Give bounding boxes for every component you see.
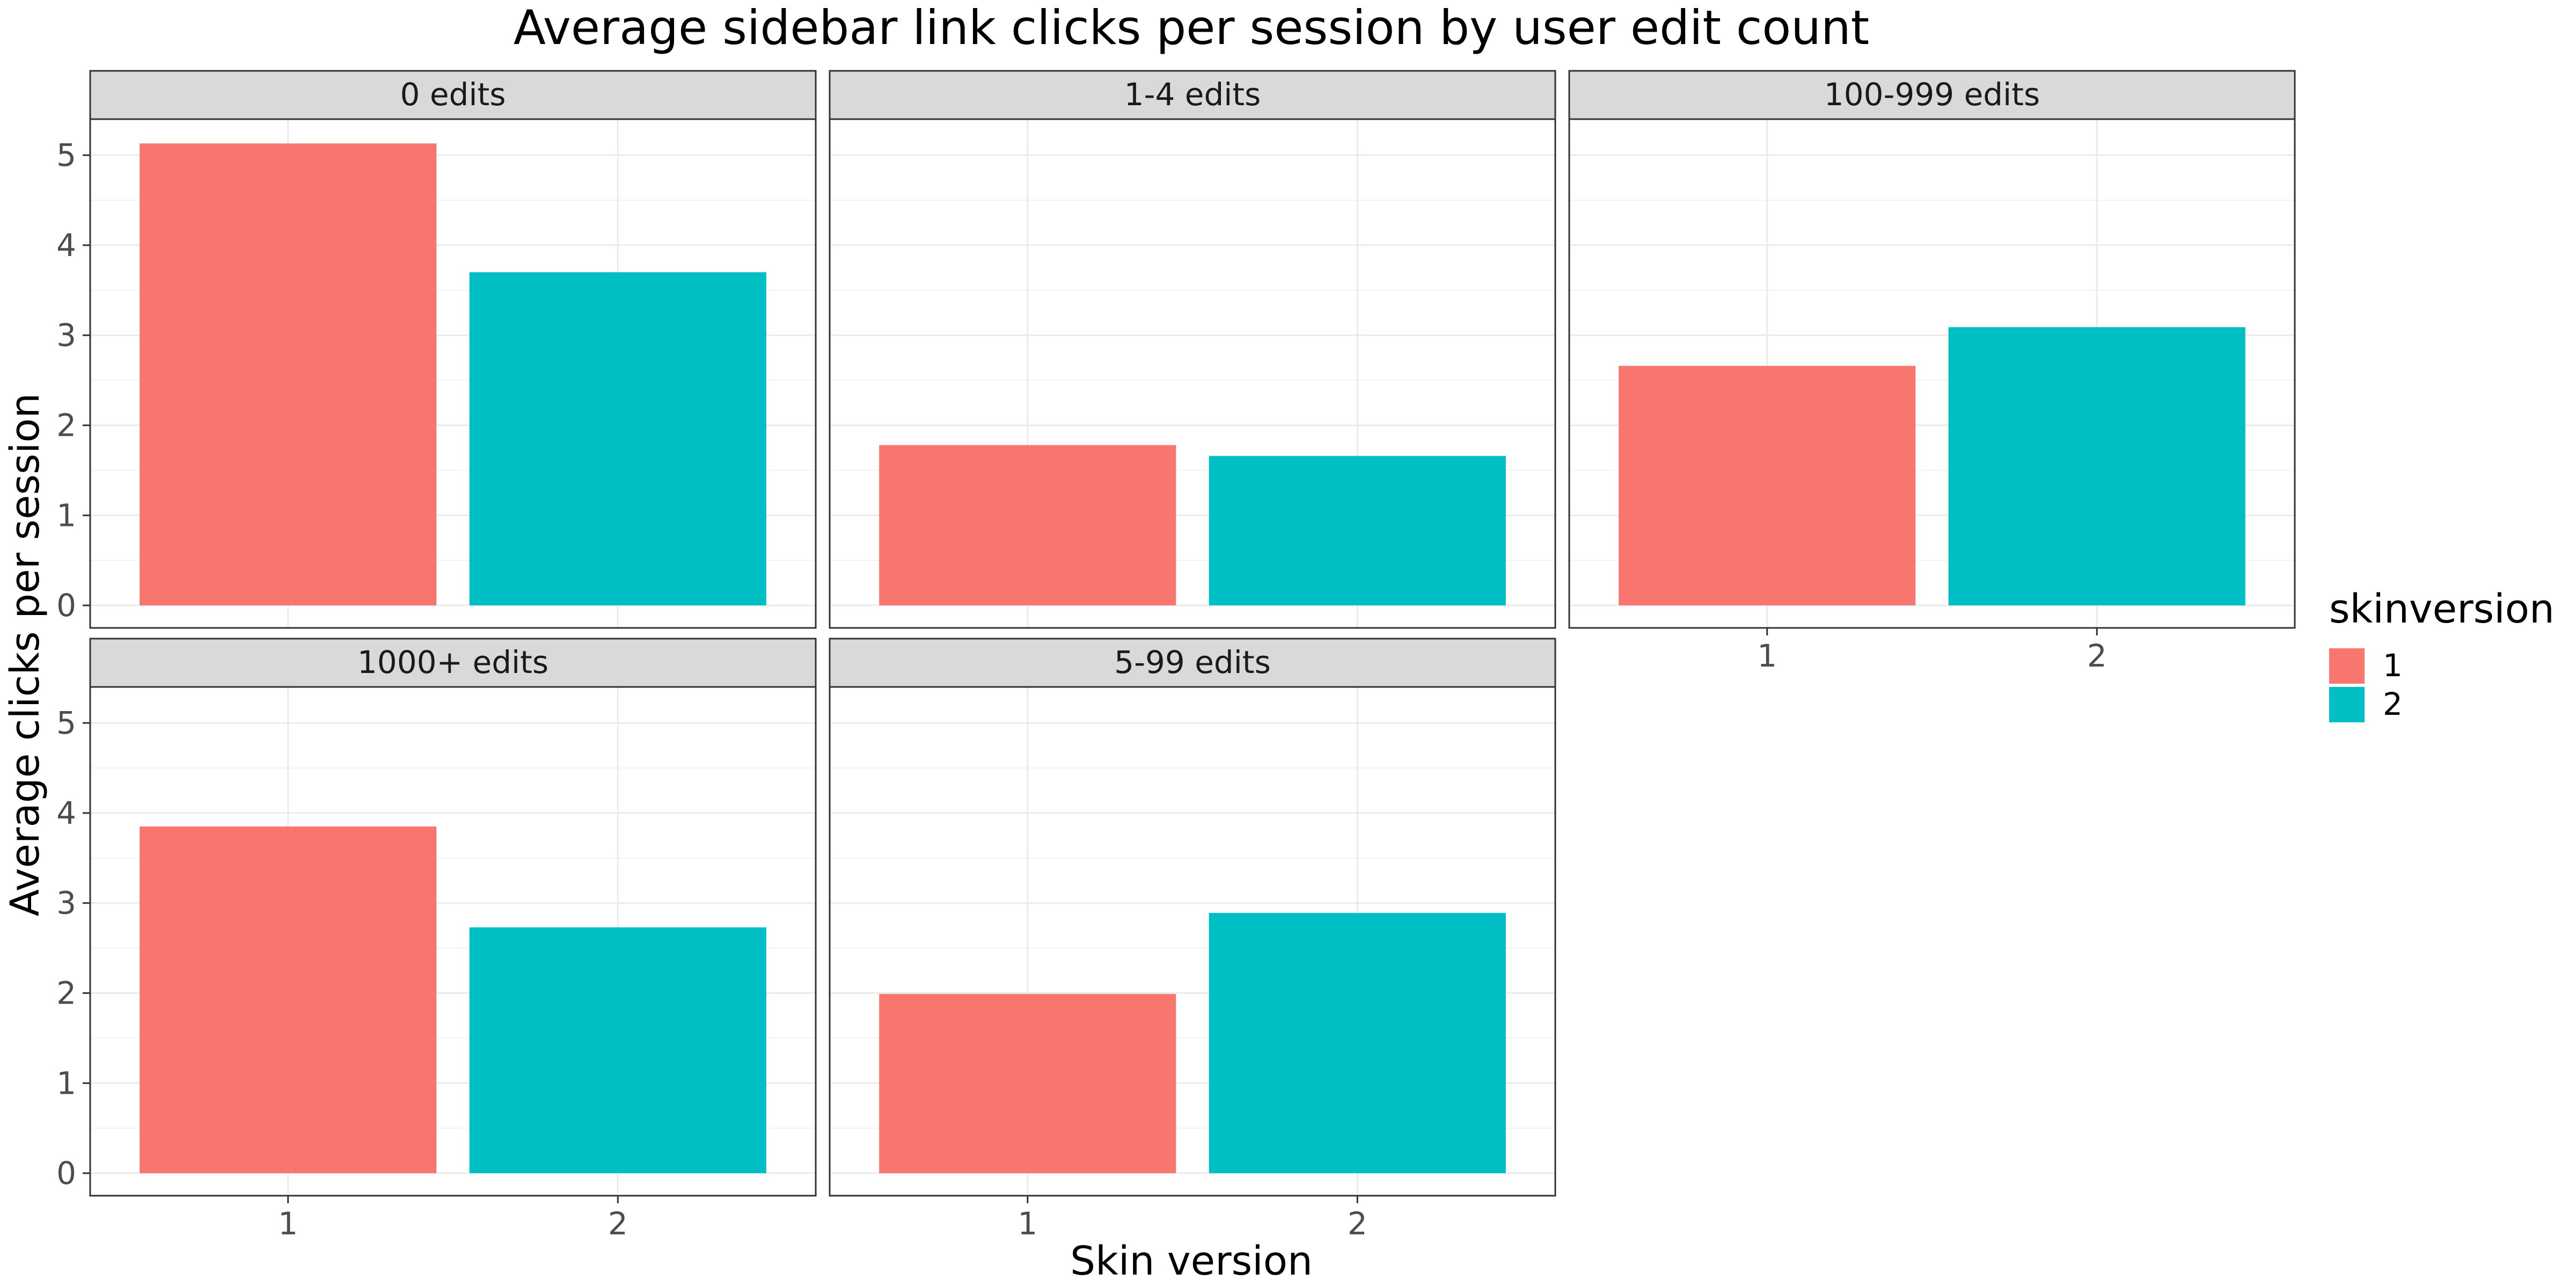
y-tick-label: 1 [56, 497, 76, 533]
facet-strip [89, 70, 817, 120]
facet-panel: 5-99 edits 1 2 [829, 638, 1556, 1242]
facet-strip-label: 100-999 edits [1824, 76, 2040, 113]
facet-strip-label: 0 edits [400, 76, 506, 113]
legend-key-1 [2329, 648, 2365, 684]
x-tick-label: 1 [1018, 1205, 1037, 1242]
y-tick-label: 1 [56, 1065, 76, 1101]
facet-strip-label: 5-99 edits [1114, 644, 1271, 680]
y-tick-label: 5 [56, 705, 76, 741]
facet-panel: 1000+ edits 0 1 2 3 4 5 1 2 [56, 638, 817, 1242]
panel-border [829, 686, 1556, 1197]
bar-skin-1 [879, 445, 1176, 606]
facet-strip [829, 70, 1556, 120]
y-axis-title: Average clicks per session [2, 393, 48, 916]
legend-title: skinversion [2329, 586, 2555, 632]
bar-skin-1 [140, 143, 437, 606]
x-tick-label: 2 [608, 1205, 628, 1242]
facet-strip-label: 1000+ edits [357, 644, 548, 680]
x-tick-label: 2 [1348, 1205, 1367, 1242]
y-tick-label: 0 [56, 1155, 76, 1191]
y-tick-label: 4 [56, 795, 76, 831]
bar-skin-1 [879, 994, 1176, 1174]
bar-skin-2 [469, 927, 766, 1174]
facet-strip [1568, 70, 2296, 120]
x-tick-label: 1 [278, 1205, 298, 1242]
x-tick-label: 2 [2087, 638, 2107, 674]
x-tick-label: 1 [1757, 638, 1777, 674]
y-tick-label: 3 [56, 317, 76, 354]
legend-label: 1 [2383, 647, 2403, 684]
y-tick-label: 4 [56, 227, 76, 264]
y-tick-label: 2 [56, 407, 76, 443]
legend-key-2 [2329, 687, 2365, 722]
y-tick-label: 2 [56, 975, 76, 1011]
bar-skin-2 [1209, 456, 1506, 606]
facet-strip [89, 638, 817, 688]
chart-title: Average sidebar link clicks per session … [514, 0, 1870, 55]
facet-panel: 1-4 edits [829, 70, 1556, 629]
bar-skin-1 [140, 826, 437, 1174]
facet-panel: 100-999 edits 1 2 [1568, 70, 2296, 674]
y-tick-label: 0 [56, 587, 76, 624]
y-tick-label: 5 [56, 137, 76, 173]
legend: skinversion 12 [2329, 586, 2555, 722]
bar-skin-1 [1619, 365, 1916, 606]
panel-border [89, 686, 817, 1197]
bar-skin-2 [1209, 913, 1506, 1174]
panel-border [829, 118, 1556, 629]
panel-border [89, 118, 817, 629]
facet-strip-label: 1-4 edits [1124, 76, 1261, 113]
facet-strip [829, 638, 1556, 688]
bar-skin-2 [1948, 327, 2245, 606]
bar-skin-2 [469, 272, 766, 606]
y-tick-label: 3 [56, 885, 76, 921]
x-axis-title: Skin version [1070, 1238, 1313, 1284]
facet-panel: 0 edits 0 1 2 3 4 5 [56, 70, 817, 629]
panel-border [1568, 118, 2296, 629]
legend-label: 2 [2383, 686, 2403, 722]
